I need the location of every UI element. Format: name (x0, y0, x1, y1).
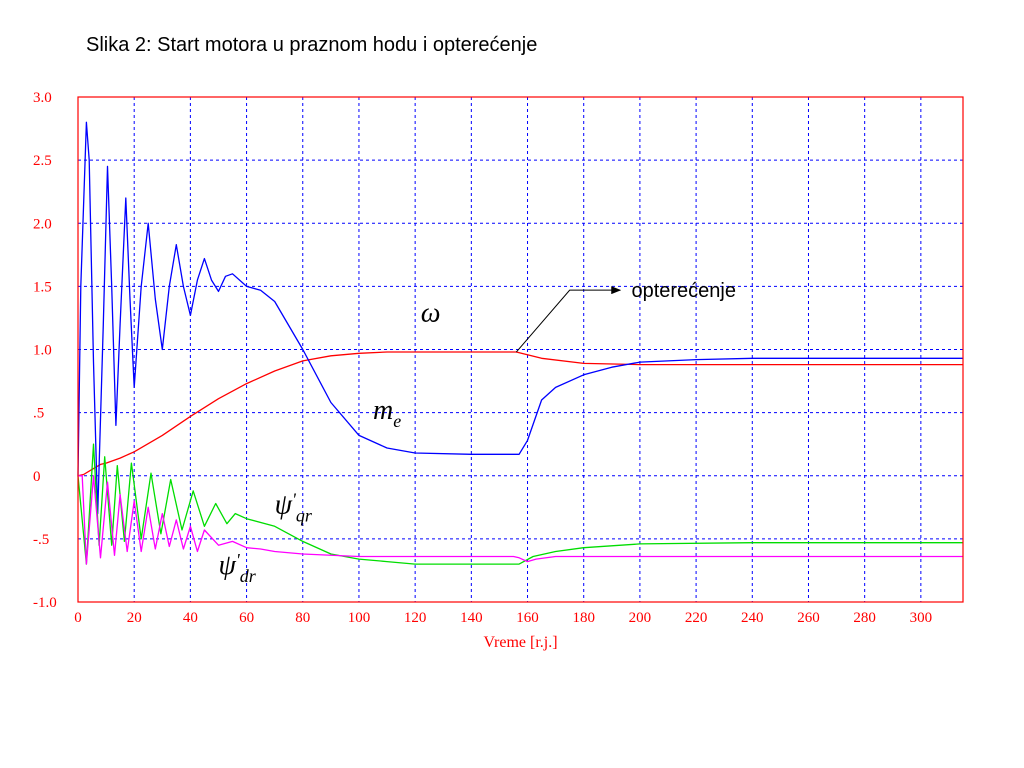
y-tick-label: 2.5 (33, 153, 52, 169)
plot-frame (77, 96, 964, 603)
x-tick-label: 160 (516, 610, 539, 626)
series-line-1 (77, 351, 963, 477)
y-tick-label: 3.0 (33, 90, 52, 106)
tick-labels: 0 20 40 60 80 100 120 140 160 180 200 220 240 260 280 3… (33, 90, 932, 626)
series-line-2 (77, 121, 963, 515)
x-tick-label: 240 (741, 610, 764, 626)
x-tick-label: 300 (910, 610, 933, 626)
series-layer (77, 121, 963, 565)
x-tick-label: 60 (239, 610, 254, 626)
load-annotation: opterećenje (631, 280, 736, 302)
x-tick-label: 20 (127, 610, 142, 626)
x-tick-label: 200 (629, 610, 652, 626)
y-tick-label: 0 (33, 469, 41, 485)
x-tick-label: 40 (183, 610, 198, 626)
x-tick-label: 260 (797, 610, 820, 626)
grid (78, 97, 963, 602)
x-tick-label: 280 (853, 610, 876, 626)
y-tick-label: 1.0 (33, 343, 52, 359)
y-tick-label: -.5 (33, 532, 49, 548)
slide-title: Slika 2: Start motora u praznom hodu i o… (86, 34, 538, 56)
x-tick-label: 100 (348, 610, 371, 626)
series-line-3 (77, 443, 963, 565)
x-tick-label: 220 (685, 610, 708, 626)
x-tick-label: 180 (572, 610, 595, 626)
x-axis-label: Vreme [r.j.] (483, 634, 557, 651)
x-tick-label: 120 (404, 610, 427, 626)
y-tick-label: 2.0 (33, 216, 52, 232)
series-annotation: me (373, 395, 401, 431)
y-tick-label: 1.5 (33, 279, 52, 295)
series-annotation: ψ'qr (275, 490, 313, 526)
series-annotation: ω (421, 298, 441, 329)
load-arrow (515, 286, 622, 353)
annotations: ω me ψ'qr ψ'dr opterećenje (218, 280, 736, 586)
x-tick-label: 140 (460, 610, 483, 626)
series-annotation: ψ'dr (218, 550, 256, 586)
x-tick-label: 0 (74, 610, 82, 626)
y-tick-label: .5 (33, 406, 44, 422)
series-line-4 (78, 475, 963, 565)
x-tick-label: 80 (295, 610, 310, 626)
y-tick-label: -1.0 (33, 595, 57, 611)
